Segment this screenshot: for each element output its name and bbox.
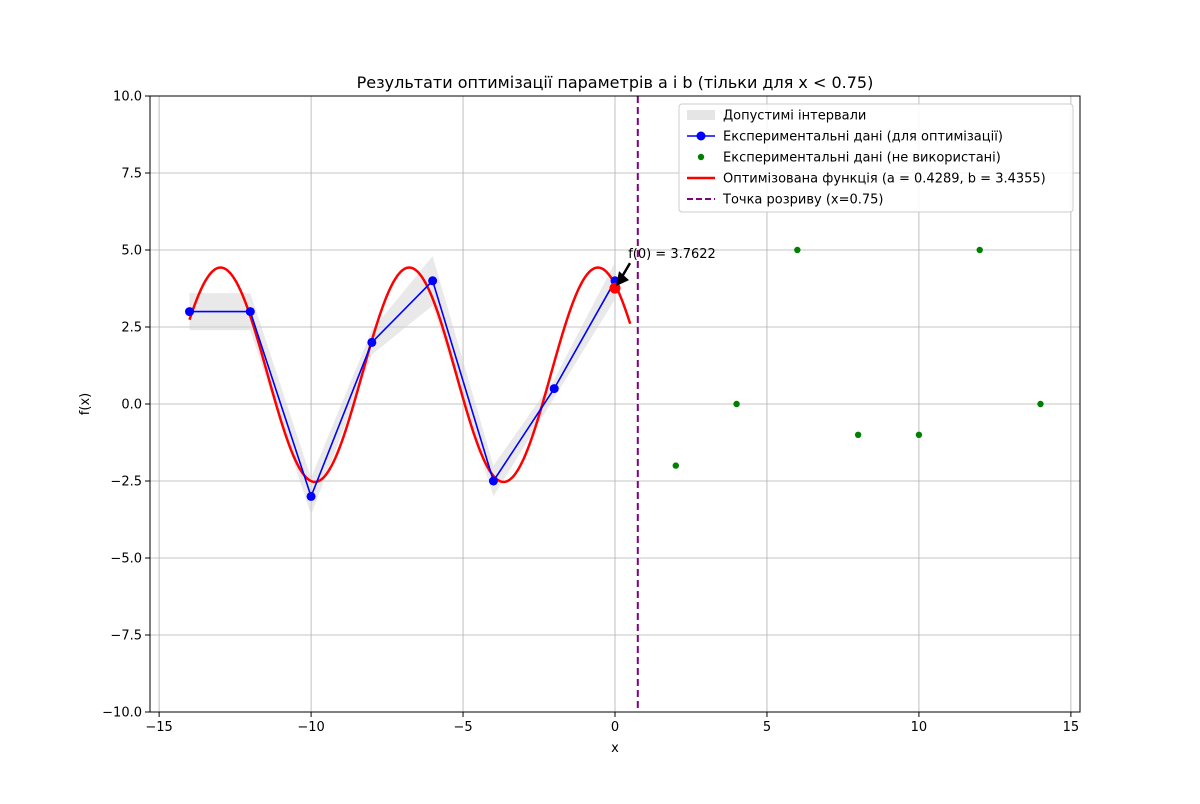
annotation-arrow-head: [616, 271, 629, 287]
data-point: [428, 276, 438, 286]
optimized-function-line: [188, 266, 632, 484]
annotation-text: f(0) = 3.7622: [628, 247, 716, 262]
legend-label: Оптимізована функція (a = 0.4289, b = 3.…: [723, 172, 1046, 187]
x-tick-label: 5: [763, 720, 771, 735]
y-tick-label: 2.5: [121, 321, 142, 336]
data-point: [185, 307, 195, 317]
legend-label: Допустимі інтервали: [723, 109, 866, 124]
unused-data-point: [672, 462, 679, 469]
x-tick-label: 0: [611, 720, 619, 735]
unused-data-point: [733, 400, 740, 408]
axes: −15 −10 −5 0 5 10 15 −10.0 −7.5 −5.0 −2.5 0.0 2.5 5.0…: [102, 90, 1081, 735]
unused-data-point: [1037, 400, 1044, 408]
data-point: [488, 476, 498, 486]
unused-data-point: [976, 246, 983, 254]
data-point: [245, 307, 255, 317]
annotated-point: [609, 282, 621, 294]
legend-key-scatter: [697, 153, 705, 161]
legend-box: [678, 103, 1074, 213]
x-tick-label: −10: [297, 720, 324, 735]
annotation-layer: f(0) = 3.7622: [609, 247, 716, 294]
data-point: [549, 384, 559, 394]
experimental-data-line: [189, 279, 616, 499]
unused-data-point: [794, 246, 801, 254]
y-tick-label: 0.0: [121, 398, 142, 413]
y-tick-label: −2.5: [110, 475, 142, 490]
legend-key-band: [687, 110, 715, 120]
legend-label: Експериментальні дані (для оптимізації): [723, 130, 1003, 145]
legend: Допустимі інтервали Експериментальні дані…: [678, 103, 1074, 213]
x-axis-label: x: [611, 741, 619, 756]
data-point: [306, 491, 316, 501]
unused-data-point: [915, 431, 923, 438]
legend-label: Точка розриву (x=0.75): [722, 193, 884, 208]
y-tick-label: 7.5: [121, 167, 142, 182]
y-tick-label: 10.0: [113, 90, 142, 105]
legend-key-marker: [696, 131, 706, 141]
chart-title: Результати оптимізації параметрів a і b …: [357, 73, 874, 92]
y-tick-label: 5.0: [121, 244, 142, 259]
y-axis-label: f(x): [78, 393, 93, 415]
x-tick-label: 15: [1063, 720, 1080, 735]
series-layer: [185, 96, 1044, 712]
unused-data-point: [854, 431, 862, 438]
x-tick-label: 10: [911, 720, 928, 735]
y-tick-label: −10.0: [102, 706, 142, 721]
x-tick-label: −15: [145, 720, 172, 735]
data-point: [367, 337, 377, 347]
x-tick-label: −5: [453, 720, 472, 735]
legend-label: Експериментальні дані (не використані): [723, 151, 1001, 166]
y-tick-label: −5.0: [110, 552, 142, 567]
y-tick-label: −7.5: [110, 629, 142, 644]
